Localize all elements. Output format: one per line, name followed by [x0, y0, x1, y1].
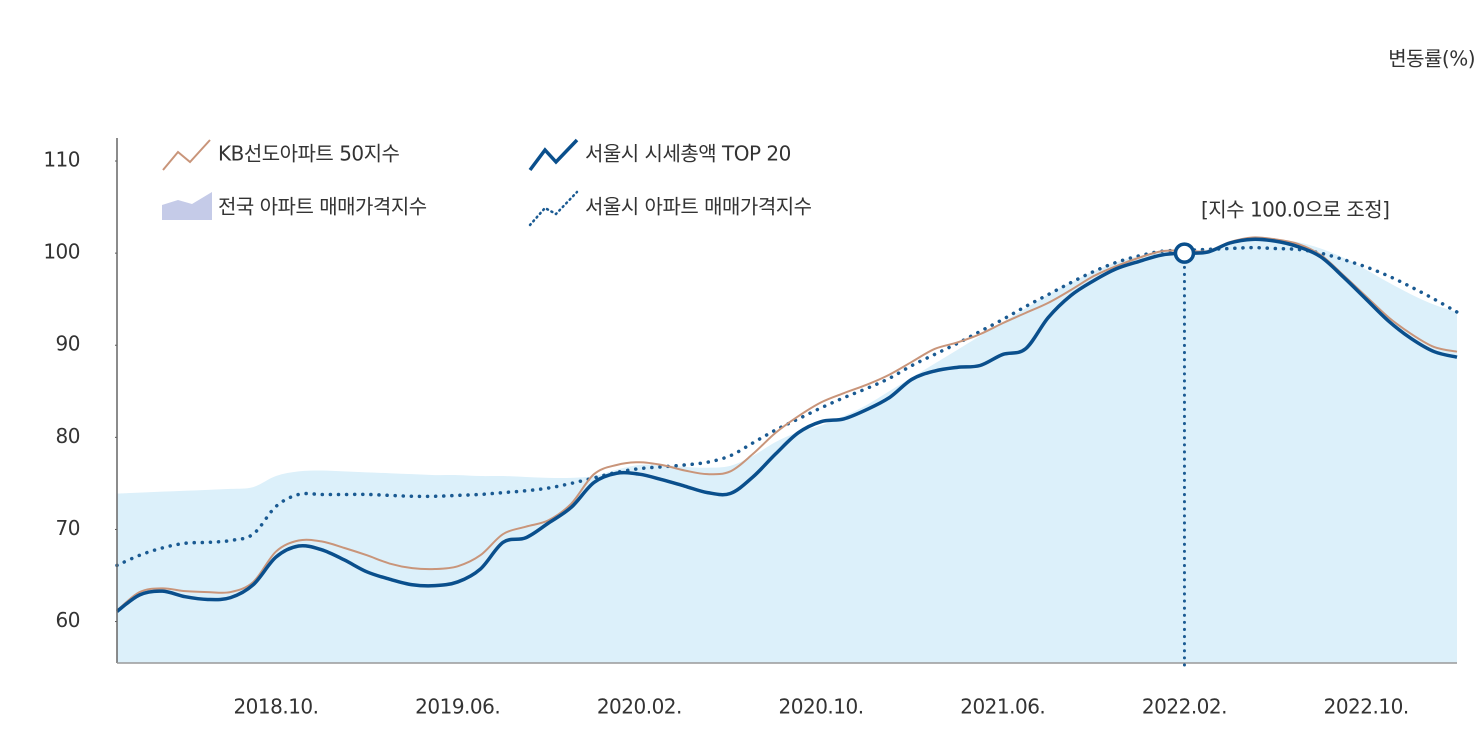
legend-icon — [528, 138, 579, 172]
legend-label: KB선도아파트 50지수 — [218, 142, 400, 166]
x-tick-label: 2022.10. — [1324, 695, 1409, 719]
x-tick-label: 2020.10. — [779, 695, 864, 719]
line — [115, 237, 1458, 613]
plot-area: 60 70 80 90 100 110 2018.10. 2019.06. 2020.02. 20… — [43, 138, 1459, 719]
legend-icon — [528, 190, 579, 227]
area — [117, 239, 1457, 663]
y-tick-label: 110 — [43, 148, 80, 172]
y-unit-label: 변동률(%) — [1388, 47, 1475, 71]
y-tick-label: 80 — [56, 424, 80, 448]
x-tick-label: 2021.06. — [960, 695, 1045, 719]
y-tick-label: 60 — [56, 608, 80, 632]
legend-label: 서울시 아파트 매매가격지수 — [585, 195, 812, 219]
x-tick-label: 2022.02. — [1142, 695, 1227, 719]
annotation-marker — [1173, 242, 1196, 264]
y-tick-label: 70 — [56, 516, 80, 540]
legend-label: 서울시 시세총액 TOP 20 — [585, 142, 791, 166]
x-tick-label: 2020.02. — [597, 695, 682, 719]
x-tick-label: 2018.10. — [233, 695, 318, 719]
y-tick-label: 100 — [43, 240, 80, 264]
legend-label: 전국 아파트 매매가격지수 — [218, 195, 427, 219]
legend-icon — [162, 139, 211, 171]
annotation-text: [지수 100.0으로 조정] — [1201, 198, 1389, 222]
x-tick-label: 2019.06. — [415, 695, 500, 719]
legend-icon — [162, 192, 212, 220]
y-tick-label: 90 — [56, 332, 80, 356]
